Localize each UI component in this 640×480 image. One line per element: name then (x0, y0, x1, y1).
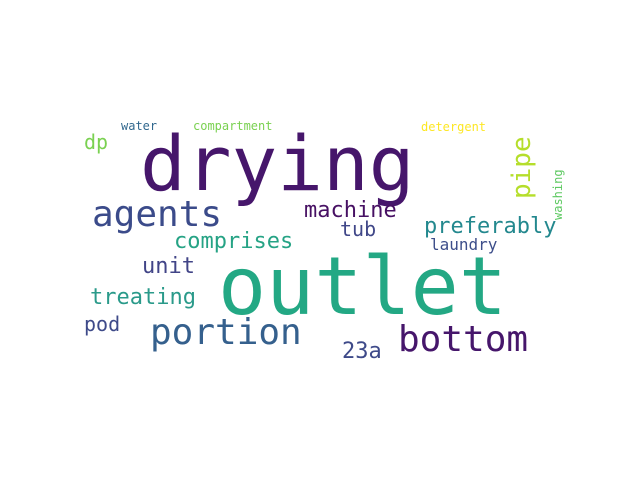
word-compartment: compartment (193, 119, 272, 133)
word-tub: tub (340, 217, 376, 241)
word-comprises: comprises (174, 229, 293, 254)
word-pod: pod (84, 312, 120, 336)
word-23a: 23a (342, 339, 382, 364)
word-laundry: laundry (430, 235, 498, 254)
word-pipe: pipe (507, 136, 537, 199)
word-washing: washing (551, 169, 565, 220)
word-dp: dp (84, 130, 108, 154)
word-treating: treating (90, 285, 196, 310)
word-bottom: bottom (398, 319, 528, 360)
word-detergent: detergent (421, 120, 486, 134)
word-water: water (121, 119, 157, 133)
word-portion: portion (150, 312, 302, 353)
word-unit: unit (142, 254, 195, 279)
